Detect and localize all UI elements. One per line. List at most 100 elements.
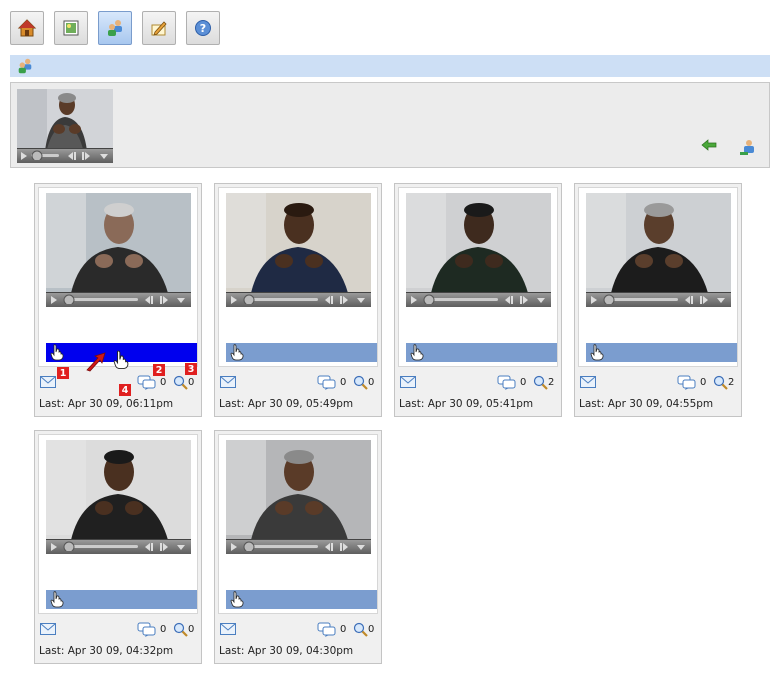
video-player[interactable] (586, 193, 731, 307)
step-back-icon[interactable] (144, 295, 154, 305)
hand-pointer-icon (230, 591, 244, 608)
seek-bar[interactable] (66, 298, 138, 301)
last-updated: Last: Apr 30 09, 04:55pm (579, 398, 714, 410)
zoom-icon[interactable] (353, 375, 368, 390)
comment-icon[interactable] (137, 375, 157, 390)
seek-handle-icon[interactable] (63, 294, 75, 304)
sign-bar[interactable] (406, 343, 557, 362)
step-forward-icon[interactable] (159, 295, 169, 305)
menu-down-icon[interactable] (99, 151, 109, 161)
zoom-icon[interactable] (173, 375, 188, 390)
comment-icon[interactable] (317, 375, 337, 390)
seek-bar[interactable] (606, 298, 678, 301)
user-swap-icon[interactable] (738, 137, 758, 157)
menu-down-icon[interactable] (356, 295, 366, 305)
annotation-badge: 4 (119, 384, 131, 396)
last-updated: Last: Apr 30 09, 04:32pm (39, 645, 174, 657)
view-count: 0 (368, 624, 375, 635)
mail-icon[interactable] (400, 376, 416, 388)
seek-bar[interactable] (426, 298, 498, 301)
menu-down-icon[interactable] (356, 542, 366, 552)
menu-down-icon[interactable] (176, 295, 186, 305)
mail-icon[interactable] (220, 623, 236, 635)
picture-button[interactable] (54, 11, 88, 45)
play-icon[interactable] (230, 542, 238, 552)
video-player[interactable] (226, 193, 371, 307)
card-inner (218, 187, 378, 367)
seek-handle-icon[interactable] (603, 294, 615, 304)
seek-bar[interactable] (31, 154, 59, 157)
seek-bar[interactable] (246, 545, 318, 548)
video-player[interactable] (46, 440, 191, 554)
menu-down-icon[interactable] (536, 295, 546, 305)
card-meta: 0 0 (220, 622, 376, 637)
view-count: 0 (188, 377, 195, 388)
video-card: 0 2 Last: Apr 30 09, 05:41pm (394, 183, 562, 417)
play-icon[interactable] (50, 295, 58, 305)
sign-bar[interactable] (586, 343, 737, 362)
video-frame (226, 440, 371, 554)
svg-text:?: ? (200, 22, 206, 35)
mail-icon[interactable] (580, 376, 596, 388)
step-forward-icon[interactable] (159, 542, 169, 552)
seek-bar[interactable] (66, 545, 138, 548)
step-forward-icon[interactable] (81, 151, 91, 161)
section-header (10, 55, 770, 77)
menu-down-icon[interactable] (176, 542, 186, 552)
menu-down-icon[interactable] (716, 295, 726, 305)
sign-bar[interactable] (226, 590, 377, 609)
zoom-icon[interactable] (713, 375, 728, 390)
play-icon[interactable] (410, 295, 418, 305)
mail-icon[interactable] (40, 623, 56, 635)
play-icon[interactable] (20, 151, 28, 161)
mail-icon[interactable] (40, 376, 56, 388)
step-back-icon[interactable] (324, 295, 334, 305)
video-player[interactable] (226, 440, 371, 554)
seek-handle-icon[interactable] (31, 150, 43, 160)
play-icon[interactable] (230, 295, 238, 305)
view-count: 0 (188, 624, 195, 635)
video-frame (46, 440, 191, 554)
seek-handle-icon[interactable] (423, 294, 435, 304)
users-button[interactable] (98, 11, 132, 45)
step-back-icon[interactable] (324, 542, 334, 552)
zoom-icon[interactable] (173, 622, 188, 637)
step-back-icon[interactable] (67, 151, 77, 161)
video-player[interactable] (406, 193, 551, 307)
seek-handle-icon[interactable] (243, 541, 255, 551)
zoom-icon[interactable] (353, 622, 368, 637)
step-back-icon[interactable] (144, 542, 154, 552)
card-inner (578, 187, 738, 367)
seek-handle-icon[interactable] (243, 294, 255, 304)
seek-bar[interactable] (246, 298, 318, 301)
edit-button[interactable] (142, 11, 176, 45)
hand-pointer-icon (113, 350, 129, 370)
video-card: 0 0 Last: Apr 30 09, 04:30pm (214, 430, 382, 664)
comment-count: 0 (160, 377, 167, 388)
sign-bar[interactable] (46, 590, 197, 609)
home-button[interactable] (10, 11, 44, 45)
step-forward-icon[interactable] (339, 542, 349, 552)
comment-icon[interactable] (137, 622, 157, 637)
play-icon[interactable] (590, 295, 598, 305)
seek-handle-icon[interactable] (63, 541, 75, 551)
step-back-icon[interactable] (504, 295, 514, 305)
comment-icon[interactable] (497, 375, 517, 390)
sign-bar[interactable] (226, 343, 377, 362)
video-player[interactable] (46, 193, 191, 307)
back-arrow-icon[interactable] (701, 139, 717, 151)
preview-video[interactable] (17, 89, 113, 163)
hand-pointer-icon (590, 344, 604, 361)
help-button[interactable]: ? (186, 11, 220, 45)
comment-count: 0 (520, 377, 527, 388)
step-back-icon[interactable] (684, 295, 694, 305)
step-forward-icon[interactable] (699, 295, 709, 305)
comment-icon[interactable] (677, 375, 697, 390)
sign-bar[interactable] (46, 343, 197, 362)
step-forward-icon[interactable] (339, 295, 349, 305)
zoom-icon[interactable] (533, 375, 548, 390)
mail-icon[interactable] (220, 376, 236, 388)
step-forward-icon[interactable] (519, 295, 529, 305)
play-icon[interactable] (50, 542, 58, 552)
comment-icon[interactable] (317, 622, 337, 637)
